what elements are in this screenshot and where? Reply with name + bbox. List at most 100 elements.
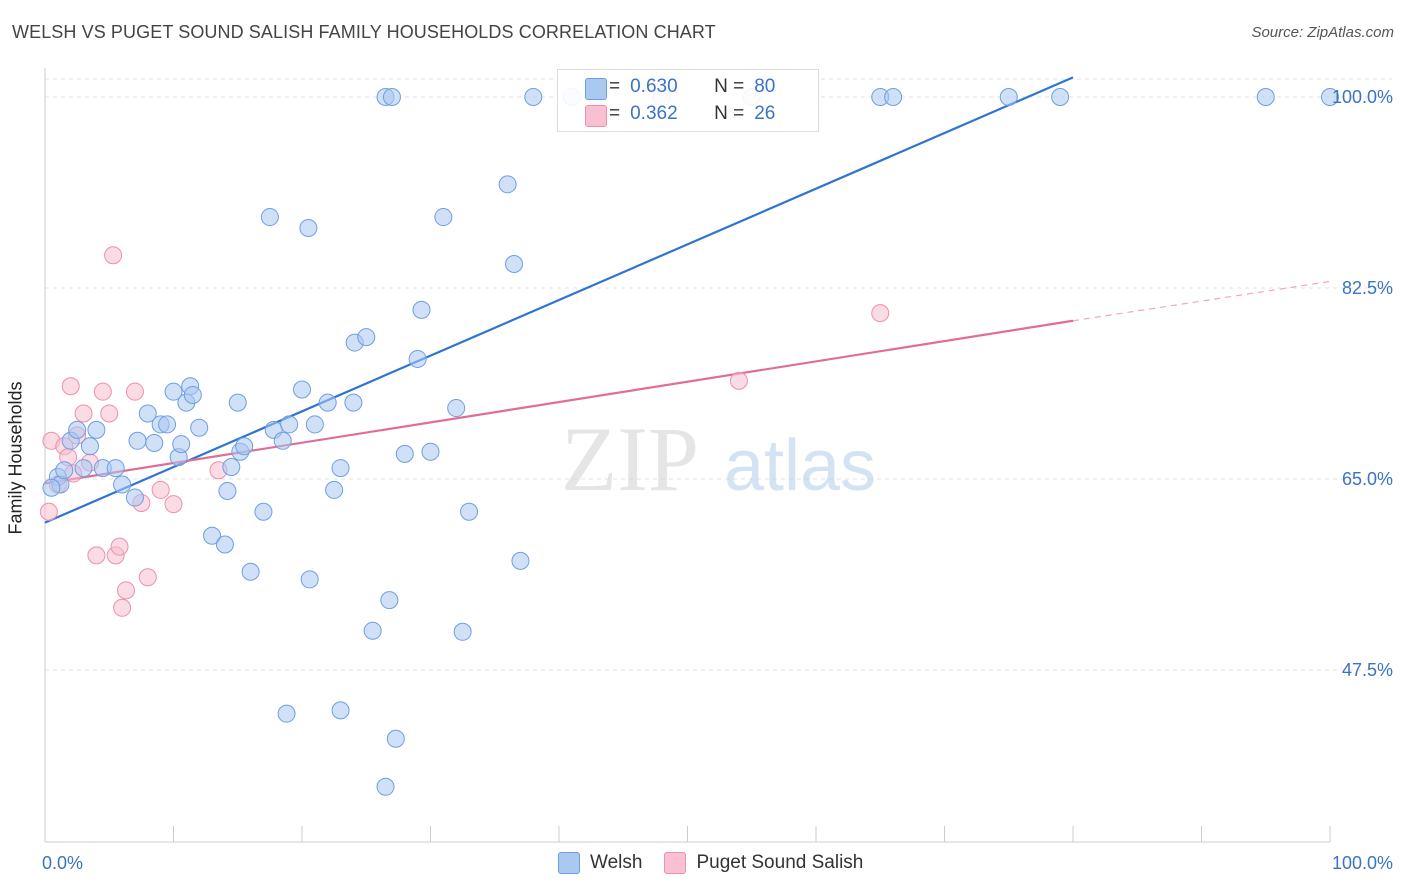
stats-legend: R = 0.630 N = 80 R = 0.362 N = 26: [557, 69, 819, 132]
welsh-point-60: [460, 502, 479, 521]
welsh-point-31: [241, 562, 260, 581]
y-tick-label-1: 82.5%: [1342, 278, 1393, 298]
salish-point-7: [74, 404, 93, 423]
welsh-legend-swatch: [558, 852, 580, 874]
welsh-point-46: [357, 328, 376, 347]
salish-point-10: [93, 382, 112, 401]
salish-r-value: 0.362: [630, 103, 678, 124]
salish-point-23: [729, 371, 748, 390]
welsh-point-54: [408, 349, 427, 368]
watermark-atlas: atlas: [724, 426, 876, 506]
y-tick-label-2: 65.0%: [1342, 469, 1393, 489]
welsh-point-51: [277, 704, 296, 723]
y-tick-label-0: 100.0%: [1332, 87, 1393, 107]
welsh-point-2: [55, 461, 74, 480]
welsh-point-65: [382, 88, 401, 106]
welsh-point-13: [138, 404, 157, 423]
welsh-n-label: N =: [714, 76, 745, 97]
watermark: ZIP atlas: [561, 408, 876, 510]
welsh-point-41: [318, 393, 337, 412]
salish-swatch: [585, 105, 607, 127]
welsh-point-30: [235, 437, 254, 456]
watermark-zip: ZIP: [561, 408, 699, 510]
welsh-point-32: [254, 502, 273, 521]
trend-lines: [44, 76, 1331, 524]
salish-point-14: [110, 537, 129, 556]
welsh-point-9: [106, 459, 125, 478]
welsh-point-24: [203, 526, 222, 545]
welsh-point-35: [273, 431, 292, 450]
welsh-point-61: [498, 175, 517, 194]
salish-point-20: [151, 480, 170, 499]
welsh-point-74: [1051, 88, 1070, 106]
grid: [45, 78, 1392, 671]
welsh-point-27: [222, 457, 241, 476]
welsh-point-40: [305, 415, 324, 434]
salish-trend-line: [44, 319, 1074, 485]
legend-item-salish[interactable]: Puget Sound Salish: [664, 852, 863, 874]
welsh-point-17: [164, 382, 183, 401]
welsh-point-12: [128, 431, 147, 450]
salish-point-11: [100, 404, 119, 423]
source-label: Source: ZipAtlas.com: [1251, 24, 1394, 41]
welsh-swatch: [585, 78, 607, 100]
welsh-point-73: [999, 88, 1018, 106]
axes: [44, 68, 1331, 843]
welsh-point-14: [145, 433, 164, 452]
welsh-point-44: [344, 393, 363, 412]
y-tick-label-3: 47.5%: [1342, 660, 1393, 680]
welsh-point-22: [183, 385, 202, 404]
welsh-point-43: [331, 459, 350, 478]
welsh-point-72: [884, 88, 903, 106]
x-tick-label-min: 0.0%: [42, 853, 83, 873]
welsh-point-33: [260, 208, 279, 227]
x-tick-label-max: 100.0%: [1332, 853, 1393, 873]
salish-trend-extension: [1072, 280, 1331, 322]
welsh-point-37: [293, 380, 311, 399]
welsh-legend-label: Welsh: [590, 852, 643, 873]
welsh-point-53: [395, 444, 414, 463]
welsh-point-26: [218, 482, 237, 501]
welsh-point-7: [87, 420, 106, 439]
welsh-point-52: [331, 701, 350, 720]
salish-point-15: [113, 598, 132, 617]
tick-labels: 100.0% 82.5% 65.0% 47.5% 0.0% 100.0%: [42, 87, 1393, 873]
salish-point-5: [61, 377, 80, 396]
welsh-n-value: 80: [754, 76, 776, 97]
salish-point-19: [138, 568, 157, 587]
welsh-point-59: [453, 622, 472, 641]
welsh-point-5: [74, 459, 93, 478]
welsh-point-56: [421, 442, 440, 461]
salish-point-12: [104, 246, 123, 265]
welsh-point-57: [434, 208, 453, 227]
salish-n-label: N =: [714, 103, 745, 124]
welsh-point-25: [215, 535, 234, 554]
welsh-point-63: [511, 551, 530, 570]
welsh-point-50: [386, 729, 405, 748]
welsh-point-28: [228, 393, 247, 412]
welsh-point-11: [125, 488, 144, 507]
series-legend: Welsh Puget Sound Salish: [558, 852, 885, 874]
salish-legend-label: Puget Sound Salish: [696, 852, 864, 873]
salish-point-9: [87, 546, 106, 565]
chart-title: WELSH VS PUGET SOUND SALISH FAMILY HOUSE…: [12, 22, 716, 42]
welsh-point-42: [325, 480, 344, 499]
welsh-point-38: [299, 218, 318, 237]
salish-point-17: [125, 382, 144, 401]
welsh-point-19: [172, 435, 191, 454]
salish-point-21: [164, 495, 183, 514]
salish-n-value: 26: [754, 103, 776, 124]
welsh-point-16: [158, 415, 177, 434]
welsh-point-39: [300, 570, 319, 589]
legend-row-welsh: R = 0.630 N = 80: [585, 76, 776, 100]
welsh-point-58: [447, 399, 466, 418]
welsh-point-77: [42, 478, 61, 497]
salish-point-16: [116, 581, 135, 600]
welsh-point-62: [505, 254, 524, 273]
welsh-point-66: [524, 88, 543, 106]
welsh-point-48: [376, 777, 395, 796]
legend-item-welsh[interactable]: Welsh: [558, 852, 642, 874]
salish-legend-swatch: [664, 852, 687, 874]
salish-point-24: [871, 304, 890, 323]
